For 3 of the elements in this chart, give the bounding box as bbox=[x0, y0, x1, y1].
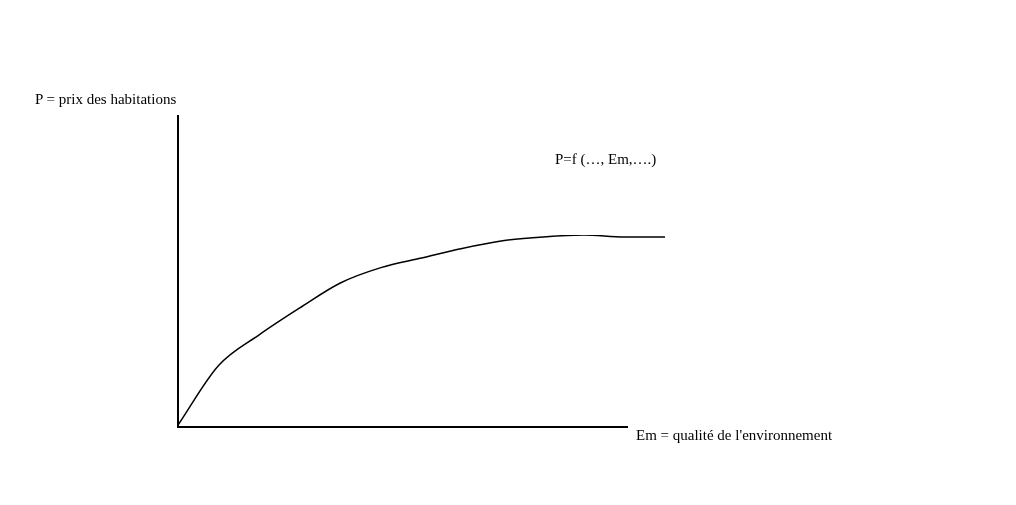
text: P = prix des habitations bbox=[35, 90, 177, 107]
x-axis-title: Em = qualité de l'environnement bbox=[636, 426, 833, 443]
text: P=f (…, Em,….) bbox=[555, 150, 657, 168]
